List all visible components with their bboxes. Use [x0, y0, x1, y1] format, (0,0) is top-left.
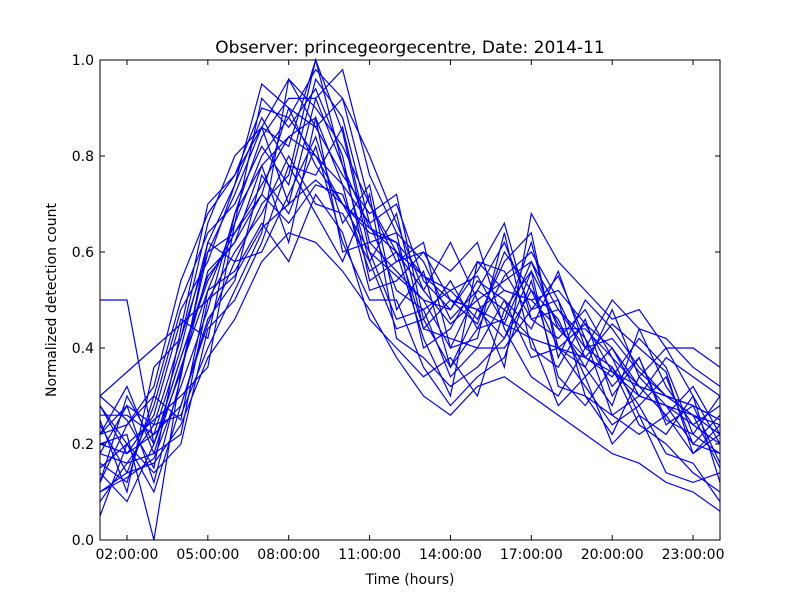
series-line-20	[99, 77, 721, 483]
series-group	[99, 57, 721, 541]
chart-title: Observer: princegeorgecentre, Date: 2014…	[215, 38, 604, 58]
series-line-22	[99, 135, 721, 435]
y-tick-label: 0.0	[72, 533, 94, 549]
y-tick-label: 1.0	[72, 53, 94, 69]
series-line-9	[99, 77, 721, 502]
x-tick-label: 11:00:00	[338, 547, 401, 563]
series-line-16	[100, 144, 721, 493]
x-tick-label: 05:00:00	[176, 547, 239, 563]
y-tick-label: 0.8	[72, 149, 94, 165]
series-line-14	[99, 154, 721, 455]
plot-frame	[99, 59, 721, 541]
series-line-19	[99, 164, 721, 474]
x-tick-label: 08:00:00	[257, 547, 320, 563]
series-line-23	[99, 179, 721, 421]
x-tick-label: 23:00:00	[662, 547, 725, 563]
series-line-12	[99, 116, 721, 475]
series-line-13	[99, 87, 721, 517]
x-tick-label: 14:00:00	[419, 547, 482, 563]
series-line-15	[99, 77, 721, 484]
y-tick-label: 0.4	[72, 341, 94, 357]
series-line-18	[99, 115, 721, 455]
x-tick-label: 02:00:00	[96, 547, 159, 563]
series-line-17	[99, 106, 721, 503]
y-tick-label: 0.2	[72, 437, 94, 453]
y-ticks-group: 0.0 0.2 0.4 0.6 0.8 1.0	[72, 53, 720, 549]
x-tick-label: 17:00:00	[500, 547, 563, 563]
y-axis-title: Normalized detection count	[44, 203, 60, 397]
y-tick-label: 0.6	[72, 245, 94, 261]
x-axis-title: Time (hours)	[365, 572, 455, 588]
x-ticks-group: 02:00:00 05:00:00 08:00:00 11:00:00 14:00:00…	[96, 60, 725, 563]
x-tick-label: 20:00:00	[581, 547, 644, 563]
series-line-24	[99, 232, 721, 512]
